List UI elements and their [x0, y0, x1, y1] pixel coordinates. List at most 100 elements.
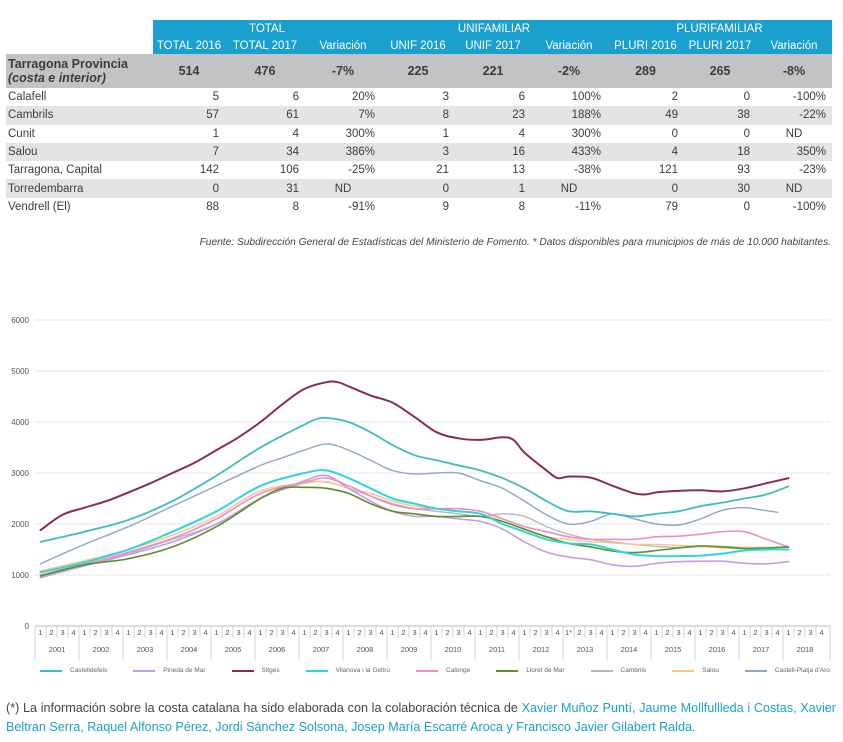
x-quarter-label: 3: [456, 628, 460, 637]
x-quarter-label: 3: [412, 628, 416, 637]
table-cell: 0: [607, 179, 684, 198]
x-quarter-label: 4: [335, 628, 339, 637]
column-header: UNIF 2016: [381, 37, 455, 54]
footnote-collaborators: Xavier Muñoz Puntí, Jaume Mollfullleda i…: [6, 701, 836, 734]
x-quarter-label: 3: [368, 628, 372, 637]
table-cell: 0: [153, 179, 225, 198]
table-cell: -22%: [756, 106, 832, 125]
x-year-label: 2008: [357, 645, 374, 654]
x-quarter-label: 3: [544, 628, 548, 637]
legend-swatch: [672, 669, 695, 672]
x-quarter-label: 1: [126, 628, 130, 637]
x-quarter-label: 4: [775, 628, 779, 637]
y-tick-label: 6000: [11, 316, 29, 325]
row-name: Vendrell (El): [8, 200, 71, 213]
x-quarter-label: 1: [214, 628, 218, 637]
table-cell: 21: [436, 164, 449, 177]
legend-item: Salou: [672, 667, 719, 674]
table-cell: 514: [153, 54, 225, 88]
table-cell: -11%: [575, 200, 601, 213]
table-cell: 1: [455, 179, 531, 198]
table-cell: 0: [743, 127, 750, 140]
table-cell: ND: [531, 179, 607, 198]
x-quarter-label: 2: [797, 628, 801, 637]
legend-label: Castell-Platja d'Aro: [774, 667, 830, 674]
legend-item: Castell-Platja d'Aro: [744, 667, 830, 674]
x-quarter-label: 2: [621, 628, 625, 637]
table-cell: 16: [455, 142, 531, 162]
x-year-label: 2010: [445, 645, 462, 654]
legend-swatch: [496, 669, 519, 672]
row-name: Tarragona, Capital: [8, 164, 102, 177]
x-quarter-label: 1: [610, 628, 614, 637]
table-cell: ND: [305, 179, 381, 198]
x-quarter-label: 1: [786, 628, 790, 637]
x-quarter-label: 2: [93, 628, 97, 637]
x-quarter-label: 1: [258, 628, 262, 637]
table-cell: 79: [665, 200, 678, 213]
x-quarter-label: 2: [357, 628, 361, 637]
table-cell: 6: [518, 91, 525, 104]
x-year-label: 2015: [665, 645, 682, 654]
legend-swatch: [590, 669, 613, 672]
legend-label: Vilanova i la Geltrú: [335, 667, 391, 674]
legend-label: Calonge: [446, 667, 471, 674]
table-cell: 476: [225, 54, 305, 88]
row-name: Cunit: [8, 127, 35, 140]
chart-legend: Castelldefels Pineda de Mar Sitges Vilanova…: [40, 667, 830, 674]
table-row: Tarragona, Capital 142 106 -25% 21 13 -38% 121 9…: [6, 161, 832, 179]
x-year-label: 2007: [313, 645, 330, 654]
x-quarter-label: 3: [324, 628, 328, 637]
table-cell: 9: [442, 200, 449, 213]
table-cell: 265: [684, 54, 756, 88]
table-cell: 0: [381, 179, 455, 198]
series-line-lloret-de-mar: [39, 486, 790, 577]
group-header-unifamiliar: UNIFAMILIAR: [381, 20, 607, 37]
x-quarter-label: 1: [698, 628, 702, 637]
table-cell: 0: [743, 200, 750, 213]
x-quarter-label: 4: [599, 628, 603, 637]
table-cell: 289: [607, 54, 684, 88]
x-quarter-label: 1: [82, 628, 86, 637]
table-cell: 4: [518, 127, 525, 140]
legend-item: Calonge: [416, 667, 470, 674]
row-name-main: Tarragona Provincia: [8, 57, 128, 71]
table-cell: 433%: [531, 142, 607, 162]
x-year-label: 2017: [753, 645, 770, 654]
x-quarter-label: 2: [225, 628, 229, 637]
y-tick-label: 4000: [11, 418, 29, 427]
column-header: UNIF 2017: [455, 37, 531, 54]
table-cell: ND: [756, 179, 832, 198]
legend-swatch: [231, 669, 254, 672]
x-quarter-label: 3: [808, 628, 812, 637]
table-cell: 350%: [756, 142, 832, 162]
x-quarter-label: 4: [71, 628, 75, 637]
table-cell: 30: [684, 179, 756, 198]
x-quarter-label: 1: [434, 628, 438, 637]
x-quarter-label: 2: [49, 628, 53, 637]
table-cell: 8: [292, 200, 299, 213]
x-quarter-label: 2: [181, 628, 185, 637]
row-name-sub: (costa e interior): [8, 71, 106, 85]
x-quarter-label: 4: [819, 628, 823, 637]
table-cell: -100%: [792, 200, 826, 213]
table-cell: 49: [607, 106, 684, 125]
footnote: (*) La información sobre la costa catala…: [6, 699, 836, 737]
table-row: Cambrils 57 61 7% 8 23 188% 49 38 -22%: [6, 106, 832, 125]
row-name: Tarragona Provincia (costa e interior): [6, 54, 153, 88]
x-quarter-label: 3: [720, 628, 724, 637]
row-name: Calafell: [8, 91, 47, 104]
table-cell: 5: [212, 91, 219, 104]
x-year-label: 2006: [269, 645, 286, 654]
table-row-total: Tarragona Provincia (costa e interior) 514…: [6, 54, 832, 88]
table-cell: 88: [206, 200, 219, 213]
y-tick-label: 1000: [11, 571, 29, 580]
column-header: TOTAL 2016: [153, 37, 225, 54]
group-header-plurifamiliar: PLURIFAMILIAR: [607, 20, 832, 37]
table-cell: -100%: [792, 91, 826, 104]
table-cell: 4: [607, 142, 684, 162]
series-line-pineda-de-mar: [39, 474, 790, 579]
legend-item: Vilanova i la Geltrú: [305, 667, 391, 674]
x-year-label: 2012: [533, 645, 550, 654]
legend-label: Castelldefels: [70, 667, 108, 674]
